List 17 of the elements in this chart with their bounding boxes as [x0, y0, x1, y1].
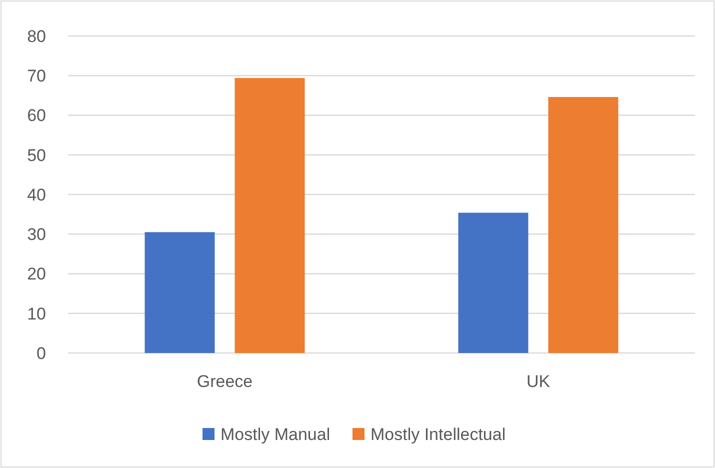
x-tick-label: UK: [526, 372, 551, 391]
x-tick-label: Greece: [196, 372, 253, 391]
y-tick-label: 30: [27, 225, 46, 244]
y-tick-label: 0: [36, 344, 46, 363]
y-tick-label: 60: [27, 106, 46, 126]
bar: [234, 78, 305, 353]
y-tick-label: 20: [27, 264, 46, 284]
bar: [548, 97, 618, 353]
y-tick-label: 70: [27, 66, 46, 86]
bar: [458, 212, 528, 353]
y-tick-label: 40: [27, 185, 46, 204]
y-tick-label: 50: [27, 146, 46, 165]
y-tick-label: 80: [27, 26, 46, 46]
legend-label: Mostly Intellectual: [370, 424, 506, 444]
y-tick-label: 10: [27, 304, 46, 324]
legend-label: Mostly Manual: [220, 424, 330, 444]
bar: [144, 232, 215, 353]
